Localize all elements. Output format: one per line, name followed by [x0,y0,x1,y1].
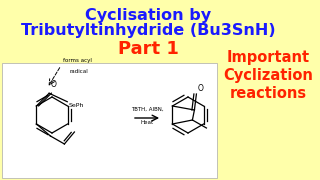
Text: Tributyltinhydride (Bu3SnH): Tributyltinhydride (Bu3SnH) [21,23,275,38]
Text: TBTH, AIBN,: TBTH, AIBN, [131,107,163,112]
FancyBboxPatch shape [2,63,217,178]
Text: reactions: reactions [229,86,307,101]
Text: Important: Important [227,50,309,65]
Text: Heat: Heat [140,120,154,125]
Text: Part 1: Part 1 [117,40,179,58]
Text: Cyclization: Cyclization [223,68,313,83]
Text: O: O [50,80,56,89]
Text: forms acyl: forms acyl [63,58,92,63]
Text: SePh: SePh [68,103,84,108]
Text: Cyclisation by: Cyclisation by [85,8,211,23]
Text: O: O [197,84,203,93]
Text: radical: radical [69,69,88,74]
